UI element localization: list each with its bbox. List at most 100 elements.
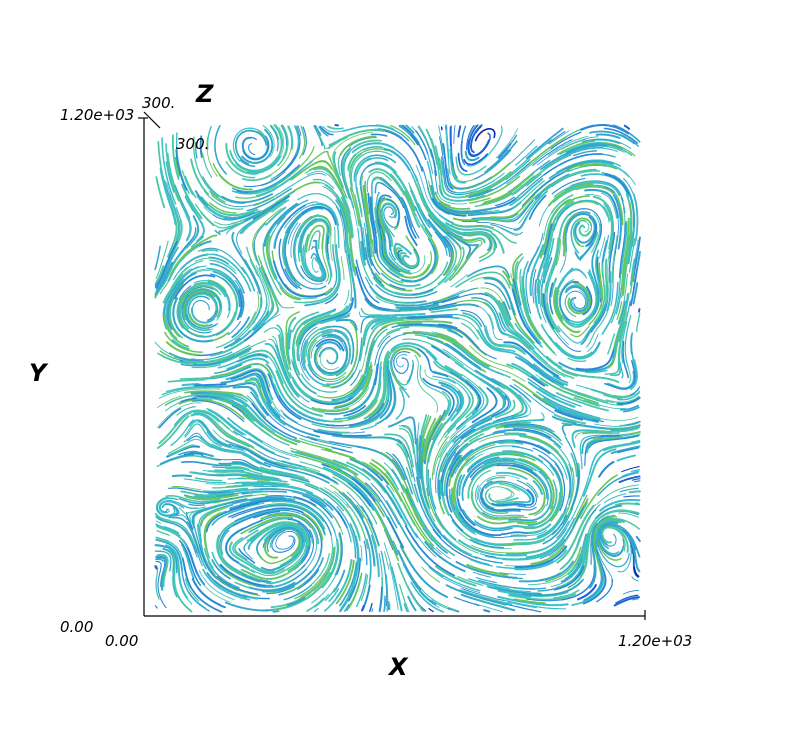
axis-lines (138, 111, 646, 620)
streamline (210, 194, 270, 208)
streamline (568, 463, 573, 506)
streamline (241, 266, 256, 292)
streamline (206, 408, 247, 436)
streamline (617, 273, 629, 323)
streamline (181, 295, 212, 334)
streamline (324, 587, 337, 602)
streamline (636, 250, 641, 269)
streamline (212, 210, 261, 221)
streamline (336, 331, 351, 377)
streamline (591, 515, 610, 558)
streamline (389, 124, 416, 146)
streamline (267, 373, 302, 420)
streamline (279, 286, 302, 301)
streamline (244, 259, 263, 309)
streamline (266, 146, 315, 191)
streamline (543, 395, 600, 419)
streamline (268, 527, 304, 543)
streamline (253, 222, 266, 267)
streamline (263, 202, 298, 247)
streamline (154, 605, 158, 609)
streamline (461, 373, 488, 413)
streamline (340, 256, 345, 281)
streamline (510, 273, 519, 305)
streamline (511, 288, 540, 344)
streamline (302, 494, 325, 508)
streamline (191, 577, 226, 609)
streamline (526, 482, 539, 498)
streamline (282, 413, 342, 435)
streamline (355, 573, 367, 608)
streamline (232, 190, 260, 195)
streamline (320, 325, 355, 365)
streamline (252, 514, 312, 528)
streamline (560, 563, 596, 601)
streamline (308, 229, 321, 252)
streamline (174, 156, 181, 177)
streamline (247, 476, 288, 483)
streamline (311, 417, 379, 429)
streamline (530, 173, 561, 198)
streamline (306, 219, 329, 230)
streamline (190, 158, 209, 196)
streamline (488, 493, 519, 503)
streamline (228, 541, 285, 575)
streamline (470, 304, 503, 341)
streamline (617, 512, 640, 518)
streamline (236, 354, 268, 363)
streamline (414, 174, 453, 230)
streamline (225, 519, 264, 564)
streamline (431, 331, 457, 341)
streamline (293, 522, 311, 571)
streamline (546, 302, 561, 333)
streamline (590, 523, 598, 565)
streamline (429, 148, 438, 176)
streamline (272, 335, 294, 387)
streamline (262, 243, 282, 296)
streamline (260, 307, 279, 328)
streamline (455, 156, 487, 176)
streamline (426, 488, 444, 530)
streamline (391, 468, 405, 491)
streamline (549, 464, 562, 511)
streamline (491, 395, 510, 418)
streamline (631, 576, 639, 582)
streamline (274, 204, 306, 250)
streamline (505, 158, 531, 181)
streamline (301, 529, 315, 569)
streamline (463, 153, 489, 166)
streamline (427, 337, 483, 371)
streamline (473, 149, 512, 180)
streamline (497, 595, 569, 607)
streamline (341, 481, 378, 525)
streamline (163, 526, 180, 534)
streamline (575, 186, 616, 197)
streamline (635, 312, 641, 333)
streamline (248, 175, 290, 194)
streamline (436, 570, 481, 592)
streamline (346, 503, 369, 549)
streamline (213, 422, 267, 457)
streamline (585, 369, 608, 374)
streamline (271, 199, 290, 213)
streamline (532, 516, 573, 553)
streamline (464, 417, 512, 439)
streamline (321, 448, 381, 476)
streamline (393, 351, 411, 374)
streamline (154, 565, 158, 570)
streamline (368, 168, 406, 196)
streamline (182, 494, 253, 504)
streamline (549, 130, 570, 145)
streamline (553, 442, 573, 472)
streamline (275, 344, 310, 403)
streamline (513, 190, 548, 231)
streamline (428, 303, 480, 311)
streamline (256, 480, 290, 486)
streamline (429, 477, 437, 510)
streamline (496, 485, 531, 505)
streamline (154, 245, 161, 271)
streamline (384, 551, 390, 570)
streamline (622, 590, 639, 595)
streamline (578, 502, 588, 518)
streamline (580, 162, 636, 186)
